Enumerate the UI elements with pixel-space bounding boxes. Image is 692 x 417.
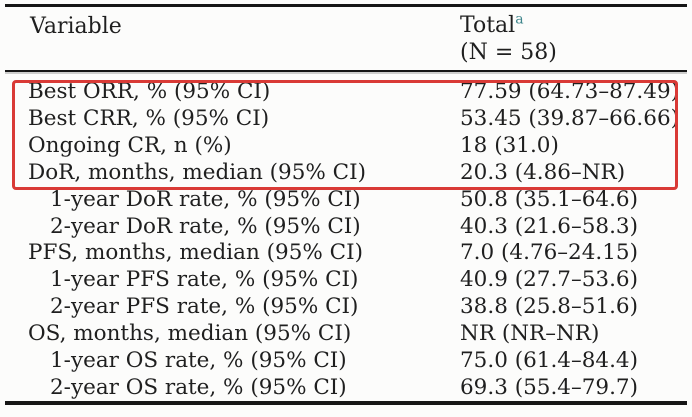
row-value: 38.8 (25.8–51.6) [460, 294, 638, 320]
table-bottom-rule [5, 401, 687, 405]
row-label: 2-year OS rate, % (95% CI) [50, 375, 347, 401]
row-value: 75.0 (61.4–84.4) [460, 348, 638, 374]
row-label: 1-year PFS rate, % (95% CI) [50, 267, 359, 293]
row-value: 50.8 (35.1–64.6) [460, 186, 638, 212]
footnote-marker-a: a [515, 11, 524, 28]
row-label: 1-year OS rate, % (95% CI) [50, 348, 347, 374]
row-value: NR (NR–NR) [460, 321, 600, 347]
row-label: PFS, months, median (95% CI) [28, 240, 363, 266]
table-row: 1-year PFS rate, % (95% CI) 40.9 (27.7–5… [0, 266, 692, 293]
row-value: 20.3 (4.86–NR) [460, 159, 626, 185]
total-label: Total [460, 13, 516, 38]
table-row: Ongoing CR, n (%) 18 (31.0) [0, 132, 692, 159]
row-value: 40.3 (21.6–58.3) [460, 213, 638, 239]
column-header-variable: Variable [30, 14, 122, 39]
table-row: 1-year OS rate, % (95% CI) 75.0 (61.4–84… [0, 347, 692, 374]
table-row: DoR, months, median (95% CI) 20.3 (4.86–… [0, 159, 692, 186]
row-label: DoR, months, median (95% CI) [28, 159, 366, 185]
table-row: 1-year DoR rate, % (95% CI) 50.8 (35.1–6… [0, 186, 692, 213]
header-separator-rule [5, 70, 687, 72]
row-label: Ongoing CR, n (%) [28, 132, 232, 158]
row-value: 18 (31.0) [460, 132, 559, 158]
row-label: 2-year PFS rate, % (95% CI) [50, 294, 359, 320]
row-label: 1-year DoR rate, % (95% CI) [50, 186, 361, 212]
table-row: 2-year PFS rate, % (95% CI) 38.8 (25.8–5… [0, 293, 692, 320]
row-value: 40.9 (27.7–53.6) [460, 267, 638, 293]
total-n-count: (N = 58) [460, 40, 557, 65]
table-row: Best CRR, % (95% CI) 53.45 (39.87–66.66) [0, 105, 692, 132]
table-top-rule [5, 4, 687, 7]
row-value: 77.59 (64.73–87.49) [460, 78, 680, 104]
row-label: Best ORR, % (95% CI) [28, 78, 271, 104]
row-value: 53.45 (39.87–66.66) [460, 105, 680, 131]
row-label: Best CRR, % (95% CI) [28, 105, 270, 131]
row-value: 69.3 (55.4–79.7) [460, 375, 638, 401]
table-row: OS, months, median (95% CI) NR (NR–NR) [0, 320, 692, 347]
table-row: 2-year DoR rate, % (95% CI) 40.3 (21.6–5… [0, 213, 692, 240]
table-row: Best ORR, % (95% CI) 77.59 (64.73–87.49) [0, 78, 692, 105]
table-row: PFS, months, median (95% CI) 7.0 (4.76–2… [0, 240, 692, 267]
table-row: 2-year OS rate, % (95% CI) 69.3 (55.4–79… [0, 374, 692, 401]
row-value: 7.0 (4.76–24.15) [460, 240, 638, 266]
row-label: 2-year DoR rate, % (95% CI) [50, 213, 361, 239]
row-label: OS, months, median (95% CI) [28, 321, 352, 347]
column-header-total: Totala (N = 58) [460, 12, 557, 66]
table-body: Best ORR, % (95% CI) 77.59 (64.73–87.49)… [0, 78, 692, 401]
